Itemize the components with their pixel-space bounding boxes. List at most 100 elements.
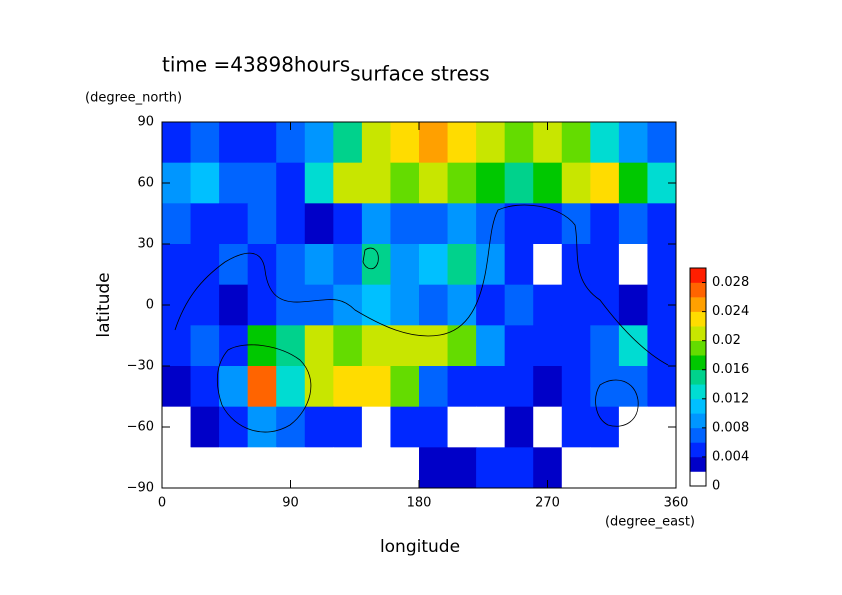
cell xyxy=(219,284,249,326)
cell xyxy=(390,244,420,286)
cell xyxy=(190,244,220,286)
cell xyxy=(361,162,391,204)
cell xyxy=(447,122,477,164)
cell xyxy=(390,284,420,326)
cell xyxy=(247,447,277,489)
x-unit: (degree_east) xyxy=(605,515,695,530)
cell xyxy=(419,203,449,245)
cell xyxy=(647,122,677,164)
cell xyxy=(219,366,249,408)
cell xyxy=(333,244,363,286)
cell xyxy=(419,447,449,489)
cell xyxy=(476,244,506,286)
cell xyxy=(247,162,277,204)
colorbar-band xyxy=(690,369,706,385)
cell xyxy=(504,203,534,245)
cell xyxy=(361,366,391,408)
cell xyxy=(219,447,249,489)
cell xyxy=(647,203,677,245)
cell xyxy=(504,284,534,326)
cell xyxy=(390,203,420,245)
cell xyxy=(419,406,449,448)
cell xyxy=(247,284,277,326)
x-tick-label: 90 xyxy=(282,496,299,511)
cell xyxy=(590,366,620,408)
cell xyxy=(419,244,449,286)
cell xyxy=(190,406,220,448)
cell xyxy=(618,122,648,164)
x-tick-label: 270 xyxy=(535,496,560,511)
cell xyxy=(276,203,306,245)
cell xyxy=(390,366,420,408)
colorbar-band xyxy=(690,398,706,414)
cell xyxy=(333,162,363,204)
cell xyxy=(419,284,449,326)
cell xyxy=(476,284,506,326)
cell xyxy=(618,284,648,326)
cell xyxy=(590,244,620,286)
cell xyxy=(247,122,277,164)
cell xyxy=(333,122,363,164)
cell xyxy=(447,162,477,204)
cell xyxy=(190,447,220,489)
cell xyxy=(304,447,334,489)
cell xyxy=(247,203,277,245)
cell xyxy=(304,162,334,204)
cell xyxy=(361,284,391,326)
cell xyxy=(647,325,677,367)
cell xyxy=(476,406,506,448)
cell xyxy=(162,122,192,164)
cell xyxy=(219,203,249,245)
cell xyxy=(590,162,620,204)
cell xyxy=(533,244,563,286)
cell xyxy=(618,162,648,204)
cell xyxy=(590,406,620,448)
cell xyxy=(504,366,534,408)
colorbar-band xyxy=(690,282,706,298)
cell xyxy=(190,284,220,326)
cell xyxy=(390,325,420,367)
cell xyxy=(304,406,334,448)
cell xyxy=(219,406,249,448)
field xyxy=(162,122,677,489)
cell xyxy=(447,447,477,489)
cell xyxy=(390,162,420,204)
cell xyxy=(361,325,391,367)
x-tick-label: 0 xyxy=(158,496,166,511)
cell xyxy=(190,122,220,164)
colorbar-band xyxy=(690,268,706,283)
cell xyxy=(419,366,449,408)
colorbar-tick-label: 0.02 xyxy=(712,333,741,348)
y-tick-label: 30 xyxy=(137,237,154,252)
y-tick-label: −90 xyxy=(127,481,154,496)
cell xyxy=(504,406,534,448)
cell xyxy=(504,244,534,286)
cell xyxy=(219,122,249,164)
colorbar-frame xyxy=(689,267,707,487)
cell xyxy=(447,406,477,448)
cell xyxy=(447,366,477,408)
cell xyxy=(533,325,563,367)
cell xyxy=(590,447,620,489)
cell xyxy=(162,325,192,367)
chart-title: surface stress xyxy=(350,62,489,86)
colorbar-band xyxy=(690,471,706,487)
colorbar-band xyxy=(690,355,706,371)
x-tick-label: 360 xyxy=(664,496,689,511)
cell xyxy=(304,284,334,326)
cell xyxy=(561,366,591,408)
y-tick-label: −30 xyxy=(127,359,154,374)
cell xyxy=(361,447,391,489)
cell xyxy=(561,162,591,204)
cell xyxy=(647,447,677,489)
cell xyxy=(276,366,306,408)
cell xyxy=(219,162,249,204)
colorbar-band xyxy=(690,427,706,443)
cell xyxy=(276,284,306,326)
cell xyxy=(190,203,220,245)
cell xyxy=(190,366,220,408)
cell xyxy=(276,406,306,448)
cell xyxy=(590,284,620,326)
cell xyxy=(561,447,591,489)
